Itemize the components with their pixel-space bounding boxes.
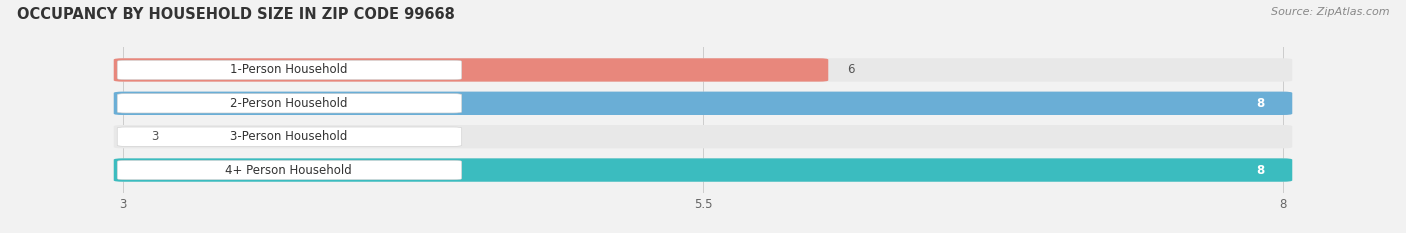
FancyBboxPatch shape	[114, 58, 828, 82]
FancyBboxPatch shape	[117, 60, 461, 80]
Text: Source: ZipAtlas.com: Source: ZipAtlas.com	[1271, 7, 1389, 17]
FancyBboxPatch shape	[114, 125, 1292, 148]
FancyBboxPatch shape	[114, 158, 1292, 182]
FancyBboxPatch shape	[114, 158, 1292, 182]
Text: 1-Person Household: 1-Person Household	[229, 63, 347, 76]
FancyBboxPatch shape	[117, 127, 461, 146]
Text: 8: 8	[1256, 164, 1264, 177]
Text: 4+ Person Household: 4+ Person Household	[225, 164, 352, 177]
Text: 2-Person Household: 2-Person Household	[229, 97, 347, 110]
Text: OCCUPANCY BY HOUSEHOLD SIZE IN ZIP CODE 99668: OCCUPANCY BY HOUSEHOLD SIZE IN ZIP CODE …	[17, 7, 454, 22]
FancyBboxPatch shape	[117, 160, 461, 180]
Text: 6: 6	[846, 63, 855, 76]
FancyBboxPatch shape	[114, 92, 1292, 115]
Text: 3-Person Household: 3-Person Household	[229, 130, 347, 143]
FancyBboxPatch shape	[114, 58, 1292, 82]
FancyBboxPatch shape	[114, 92, 1292, 115]
Text: 8: 8	[1256, 97, 1264, 110]
FancyBboxPatch shape	[117, 94, 461, 113]
Text: 3: 3	[150, 130, 159, 143]
